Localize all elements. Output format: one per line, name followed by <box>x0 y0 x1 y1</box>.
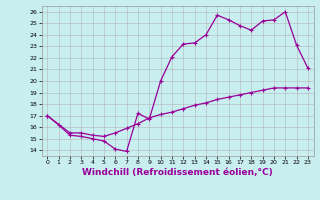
X-axis label: Windchill (Refroidissement éolien,°C): Windchill (Refroidissement éolien,°C) <box>82 168 273 177</box>
